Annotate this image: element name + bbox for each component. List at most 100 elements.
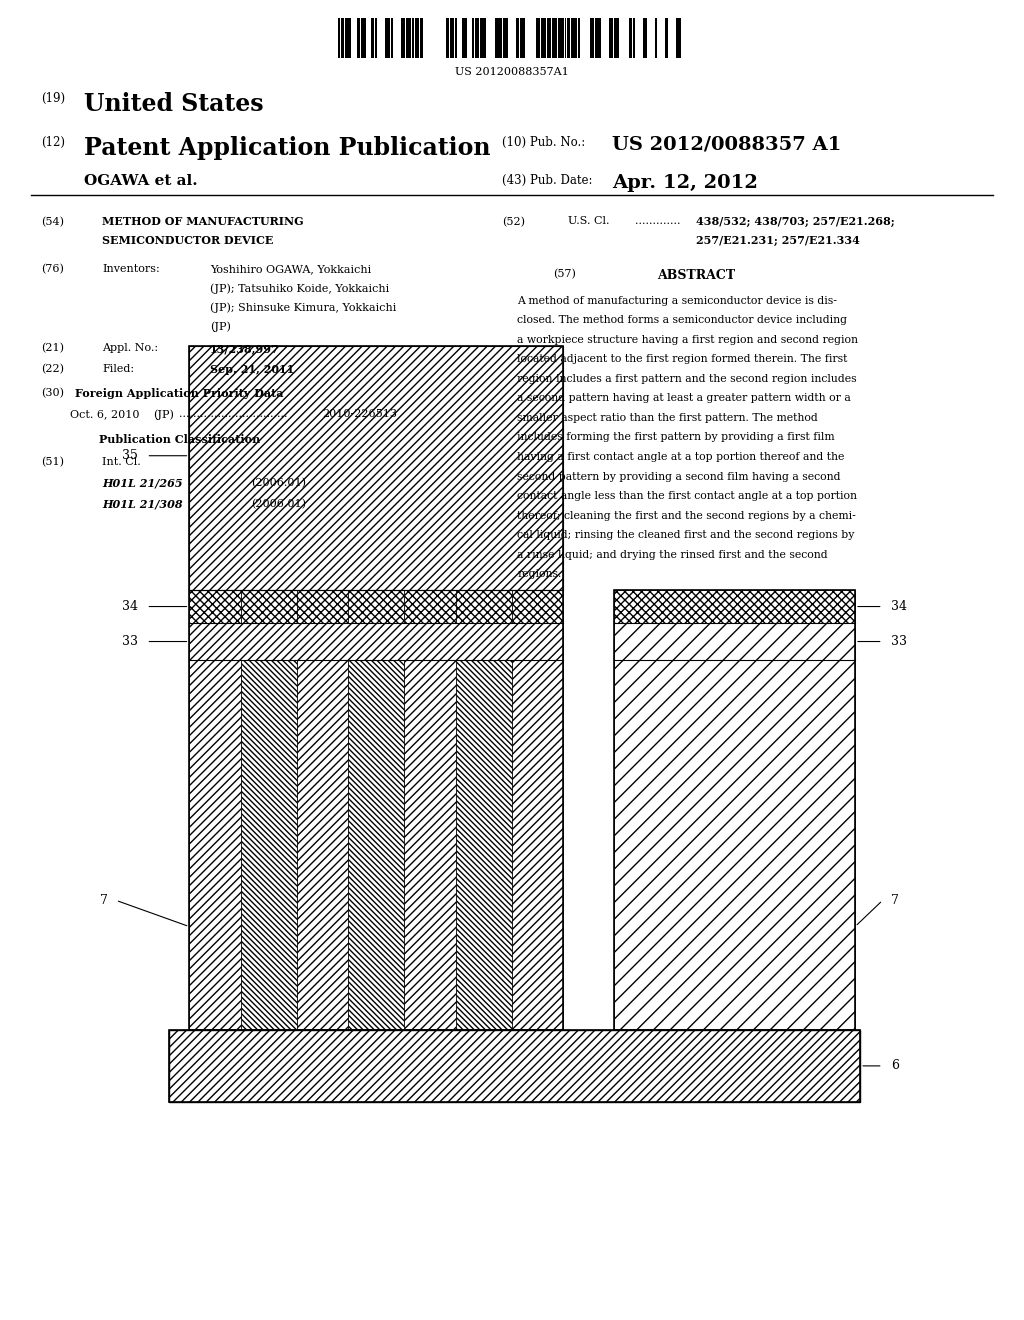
Bar xyxy=(455,18,457,58)
Bar xyxy=(516,18,518,58)
Bar xyxy=(407,18,411,58)
Text: cal liquid; rinsing the cleaned first and the second regions by: cal liquid; rinsing the cleaned first an… xyxy=(517,531,854,540)
Bar xyxy=(642,18,646,58)
Text: 35: 35 xyxy=(122,449,138,462)
Bar xyxy=(456,590,512,623)
Bar xyxy=(169,1030,860,1102)
Bar xyxy=(348,660,404,1030)
Bar xyxy=(361,18,366,58)
Bar xyxy=(357,18,360,58)
Bar xyxy=(241,590,297,623)
Bar xyxy=(412,18,415,58)
Bar xyxy=(541,18,546,58)
Text: METHOD OF MANUFACTURING: METHOD OF MANUFACTURING xyxy=(102,216,304,227)
Bar xyxy=(633,18,635,58)
Bar xyxy=(189,346,563,590)
Text: 2010-226513: 2010-226513 xyxy=(323,409,397,420)
Text: 7: 7 xyxy=(99,894,108,907)
Bar xyxy=(241,660,297,1030)
Text: closed. The method forms a semiconductor device including: closed. The method forms a semiconductor… xyxy=(517,315,847,325)
Bar xyxy=(654,18,657,58)
Text: US 20120088357A1: US 20120088357A1 xyxy=(455,67,569,78)
Text: 438/532; 438/703; 257/E21.268;: 438/532; 438/703; 257/E21.268; xyxy=(696,216,895,227)
Bar xyxy=(371,18,374,58)
Bar xyxy=(609,18,613,58)
Bar xyxy=(614,660,855,1030)
Bar xyxy=(503,18,508,58)
Text: US 2012/0088357 A1: US 2012/0088357 A1 xyxy=(612,136,842,154)
Text: Inventors:: Inventors: xyxy=(102,264,160,275)
Text: second pattern by providing a second film having a second: second pattern by providing a second fil… xyxy=(517,471,841,482)
Text: (52): (52) xyxy=(502,216,524,227)
Bar xyxy=(472,18,474,58)
Bar xyxy=(567,18,570,58)
Text: SEMICONDUCTOR DEVICE: SEMICONDUCTOR DEVICE xyxy=(102,235,273,246)
Text: 34: 34 xyxy=(122,601,138,612)
Text: Foreign Application Priority Data: Foreign Application Priority Data xyxy=(75,388,284,399)
Text: H01L 21/265: H01L 21/265 xyxy=(102,478,183,488)
Bar xyxy=(480,18,486,58)
Bar xyxy=(558,18,564,58)
Text: smaller aspect ratio than the first pattern. The method: smaller aspect ratio than the first patt… xyxy=(517,413,818,422)
Text: Publication Classification: Publication Classification xyxy=(98,434,260,445)
Text: 33: 33 xyxy=(122,635,138,648)
Text: includes forming the first pattern by providing a first film: includes forming the first pattern by pr… xyxy=(517,433,835,442)
Text: (JP); Shinsuke Kimura, Yokkaichi: (JP); Shinsuke Kimura, Yokkaichi xyxy=(210,302,396,313)
Bar xyxy=(614,590,855,623)
Text: (19): (19) xyxy=(41,92,66,106)
Text: Sep. 21, 2011: Sep. 21, 2011 xyxy=(210,364,294,375)
Bar xyxy=(614,590,855,1030)
Text: (JP); Tatsuhiko Koide, Yokkaichi: (JP); Tatsuhiko Koide, Yokkaichi xyxy=(210,282,389,294)
Text: 33: 33 xyxy=(891,635,907,648)
Bar xyxy=(595,18,601,58)
Text: OGAWA et al.: OGAWA et al. xyxy=(84,174,198,189)
Bar xyxy=(451,18,454,58)
Bar xyxy=(496,18,502,58)
Bar xyxy=(391,18,393,58)
Text: a workpiece structure having a first region and second region: a workpiece structure having a first reg… xyxy=(517,335,858,345)
Text: ABSTRACT: ABSTRACT xyxy=(657,269,735,282)
Text: 257/E21.231; 257/E21.334: 257/E21.231; 257/E21.334 xyxy=(696,235,860,246)
Bar xyxy=(614,18,620,58)
Bar xyxy=(552,18,557,58)
Text: Yoshihiro OGAWA, Yokkaichi: Yoshihiro OGAWA, Yokkaichi xyxy=(210,264,371,275)
Text: (2006.01): (2006.01) xyxy=(251,499,306,510)
Text: Int. Cl.: Int. Cl. xyxy=(102,457,141,467)
Text: (10) Pub. No.:: (10) Pub. No.: xyxy=(502,136,585,149)
Text: Filed:: Filed: xyxy=(102,364,134,375)
Text: Appl. No.:: Appl. No.: xyxy=(102,343,159,354)
Text: having a first contact angle at a top portion thereof and the: having a first contact angle at a top po… xyxy=(517,451,845,462)
Bar xyxy=(475,18,479,58)
Text: (54): (54) xyxy=(41,216,63,227)
Bar xyxy=(456,660,512,1030)
Text: (JP): (JP) xyxy=(154,409,174,420)
Bar xyxy=(401,18,406,58)
Bar xyxy=(445,18,450,58)
Bar xyxy=(463,18,467,58)
Bar xyxy=(590,18,594,58)
Text: U.S. Cl.: U.S. Cl. xyxy=(568,216,610,227)
Text: (JP): (JP) xyxy=(210,321,230,333)
Text: thereof; cleaning the first and the second regions by a chemi-: thereof; cleaning the first and the seco… xyxy=(517,511,856,520)
Bar xyxy=(571,18,577,58)
Bar xyxy=(189,346,563,1030)
Text: contact angle less than the first contact angle at a top portion: contact angle less than the first contac… xyxy=(517,491,857,502)
Text: regions.: regions. xyxy=(517,569,561,579)
Text: Patent Application Publication: Patent Application Publication xyxy=(84,136,490,160)
Text: (51): (51) xyxy=(41,457,63,467)
Bar xyxy=(629,18,632,58)
Text: (12): (12) xyxy=(41,136,65,149)
Bar xyxy=(565,18,566,58)
Bar xyxy=(345,18,351,58)
Text: (2006.01): (2006.01) xyxy=(251,478,306,488)
Text: located adjacent to the first region formed therein. The first: located adjacent to the first region for… xyxy=(517,354,848,364)
Bar xyxy=(547,18,551,58)
Text: 34: 34 xyxy=(891,601,907,612)
Text: H01L 21/308: H01L 21/308 xyxy=(102,499,183,510)
Text: (76): (76) xyxy=(41,264,63,275)
Bar xyxy=(665,18,669,58)
Bar xyxy=(375,18,378,58)
Text: ...............................: ............................... xyxy=(179,409,288,420)
Bar xyxy=(348,590,404,623)
Bar xyxy=(676,18,681,58)
